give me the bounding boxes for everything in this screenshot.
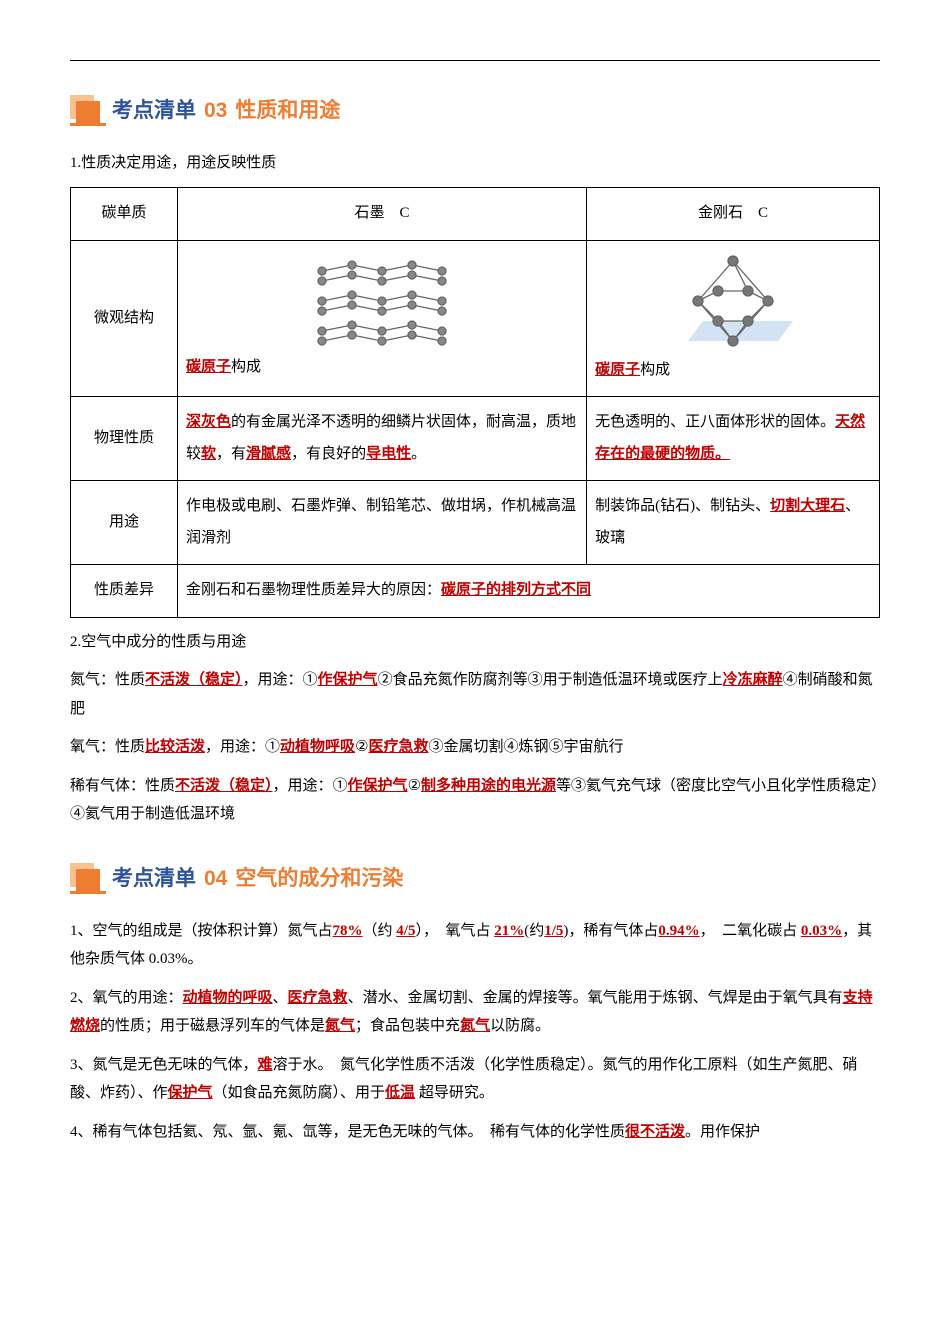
row-structure-label: 微观结构 bbox=[71, 240, 178, 397]
th-graphite: 石墨 C bbox=[178, 188, 587, 241]
graphite-structure-cell: 碳原子构成 bbox=[178, 240, 587, 397]
rare-gas-uses-paragraph: 4、稀有气体包括氦、氖、氩、氪、氙等，是无色无味的气体。 稀有气体的化学性质很不… bbox=[70, 1118, 880, 1147]
section-04-header: 考点清单 04 空气的成分和污染 bbox=[70, 859, 880, 899]
section-number: 04 bbox=[204, 859, 227, 899]
diamond-phys: 无色透明的、正八面体形状的固体。天然存在的最硬的物质。 bbox=[587, 397, 880, 481]
header-icon bbox=[70, 863, 106, 894]
nitrogen-paragraph: 氮气：性质不活泼（稳定），用途：①作保护气②食品充氮作防腐剂等③用于制造低温环境… bbox=[70, 666, 880, 723]
diff-reason: 金刚石和石墨物理性质差异大的原因：碳原子的排列方式不同 bbox=[178, 565, 880, 618]
oxygen-uses-paragraph: 2、氧气的用途：动植物的呼吸、医疗急救、潜水、金属切割、金属的焊接等。氧气能用于… bbox=[70, 984, 880, 1041]
air-composition-paragraph: 1、空气的组成是（按体积计算）氮气占78%（约 4/5）， 氧气占 21%(约1… bbox=[70, 917, 880, 974]
row-diff-label: 性质差异 bbox=[71, 565, 178, 618]
section-title: 空气的成分和污染 bbox=[235, 859, 403, 899]
section-number: 03 bbox=[204, 91, 227, 131]
top-rule bbox=[70, 60, 880, 61]
diamond-caption: 碳原子构成 bbox=[595, 355, 670, 387]
th-carbon: 碳单质 bbox=[71, 188, 178, 241]
graphite-caption: 碳原子构成 bbox=[186, 352, 261, 384]
graphite-phys: 深灰色的有金属光泽不透明的细鳞片状固体，耐高温，质地较软，有滑腻感，有良好的导电… bbox=[178, 397, 587, 481]
diamond-structure-cell: 碳原子构成 bbox=[587, 240, 880, 397]
oxygen-paragraph: 氧气：性质比较活泼，用途：①动植物呼吸②医疗急救③金属切割④炼钢⑤宇宙航行 bbox=[70, 733, 880, 762]
diamond-structure-icon bbox=[658, 251, 808, 351]
th-diamond: 金刚石 C bbox=[587, 188, 880, 241]
section-label: 考点清单 bbox=[112, 91, 196, 131]
carbon-table: 碳单质 石墨 C 金刚石 C 微观结构 bbox=[70, 187, 880, 618]
intro-2: 2.空气中成分的性质与用途 bbox=[70, 628, 880, 657]
graphite-use: 作电极或电刷、石墨炸弹、制铅笔芯、做坩埚，作机械高温润滑剂 bbox=[178, 481, 587, 565]
section-title: 性质和用途 bbox=[235, 91, 340, 131]
header-icon bbox=[70, 95, 106, 126]
graphite-structure-icon bbox=[302, 253, 462, 348]
diamond-use: 制装饰品(钻石)、制钻头、切割大理石、玻璃 bbox=[587, 481, 880, 565]
row-phys-label: 物理性质 bbox=[71, 397, 178, 481]
section-label: 考点清单 bbox=[112, 859, 196, 899]
rare-gas-paragraph: 稀有气体：性质不活泼（稳定），用途：①作保护气②制多种用途的电光源等③氦气充气球… bbox=[70, 772, 880, 829]
intro-1: 1.性质决定用途，用途反映性质 bbox=[70, 149, 880, 178]
section-03-header: 考点清单 03 性质和用途 bbox=[70, 91, 880, 131]
nitrogen-uses-paragraph: 3、氮气是无色无味的气体，难溶于水。 氮气化学性质不活泼（化学性质稳定）。氮气的… bbox=[70, 1051, 880, 1108]
row-use-label: 用途 bbox=[71, 481, 178, 565]
